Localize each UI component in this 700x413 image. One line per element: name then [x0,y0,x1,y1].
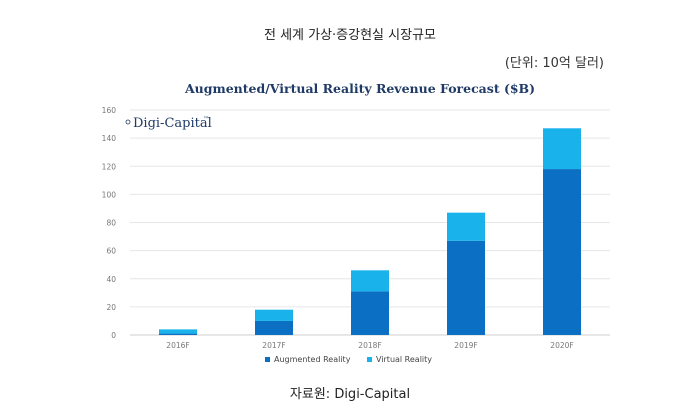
y-tick-label: 140 [102,134,117,143]
x-axis: 2016F 2017F 2018F 2019F 2020F [166,341,573,350]
y-tick-label: 120 [102,162,117,171]
source-note: 자료원: Digi-Capital [289,387,411,402]
chart-title: Augmented/Virtual Reality Revenue Foreca… [184,81,535,96]
unit-note: (단위: 10억 달러) [504,56,604,71]
chart-bars [159,128,581,335]
y-tick-label: 40 [106,275,116,284]
x-tick-label: 2017F [262,341,285,350]
y-axis: 0 20 40 60 80 100 120 140 160 [102,106,117,340]
y-tick-label: 100 [102,190,117,199]
legend-swatch-augmented [265,357,270,362]
brand-dot-icon [125,119,131,125]
bar-augmented-2020F [543,169,581,335]
chart: Augmented/Virtual Reality Revenue Foreca… [90,72,630,372]
chart-legend: Augmented Reality Virtual Reality [265,355,432,364]
y-tick-label: 60 [106,247,116,256]
bar-virtual-2019F [447,212,485,241]
chart-grid [130,109,610,336]
bar-augmented-2019F [447,240,485,335]
bar-virtual-2020F [543,128,581,170]
y-tick-label: 80 [106,219,116,228]
page-heading: 전 세계 가상·증강현실 시장규모 [263,28,436,43]
bar-augmented-2016F [159,333,197,335]
x-tick-label: 2019F [454,341,477,350]
legend-label-augmented: Augmented Reality [274,355,351,364]
brand-trademark: ™ [203,116,209,123]
x-tick-label: 2020F [550,341,573,350]
bar-virtual-2016F [159,329,197,334]
x-tick-label: 2016F [166,341,189,350]
y-tick-label: 160 [102,106,117,115]
x-tick-label: 2018F [358,341,381,350]
legend-swatch-virtual [367,357,372,362]
y-tick-label: 20 [106,303,116,312]
bar-augmented-2018F [351,291,389,335]
bar-virtual-2017F [255,309,293,321]
chart-svg: Augmented/Virtual Reality Revenue Foreca… [102,81,610,364]
bar-augmented-2017F [255,320,293,335]
y-tick-label: 0 [111,331,116,340]
legend-label-virtual: Virtual Reality [376,355,432,364]
brand-logo: Digi-Capital ™ [125,116,212,131]
bar-virtual-2018F [351,270,389,292]
brand-name: Digi-Capital [133,116,212,131]
